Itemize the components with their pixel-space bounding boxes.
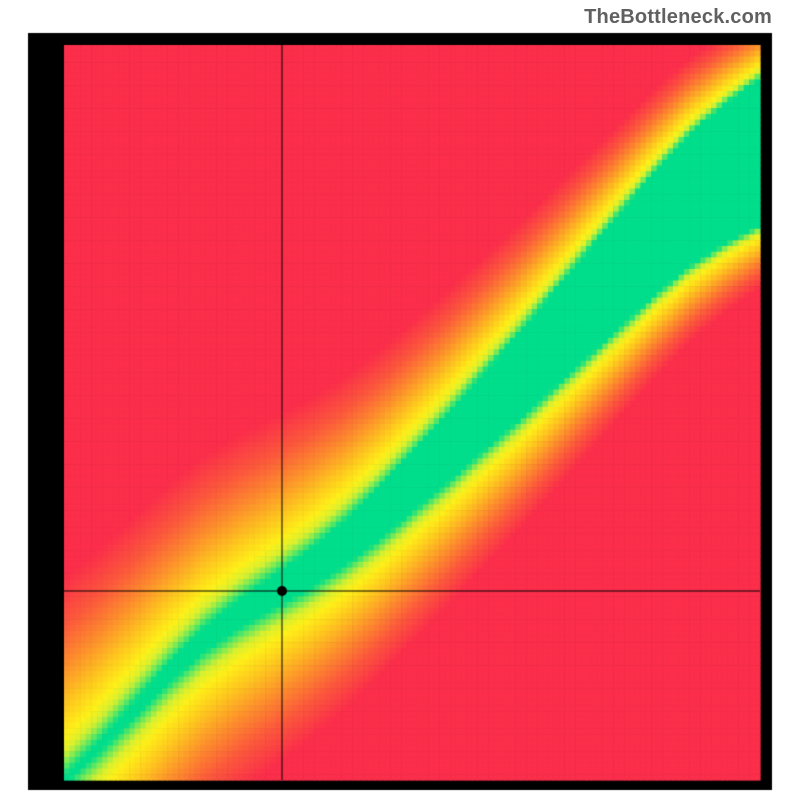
- chart-container: TheBottleneck.com: [0, 0, 800, 800]
- heatmap-canvas: [0, 0, 800, 800]
- attribution-label: TheBottleneck.com: [584, 6, 772, 29]
